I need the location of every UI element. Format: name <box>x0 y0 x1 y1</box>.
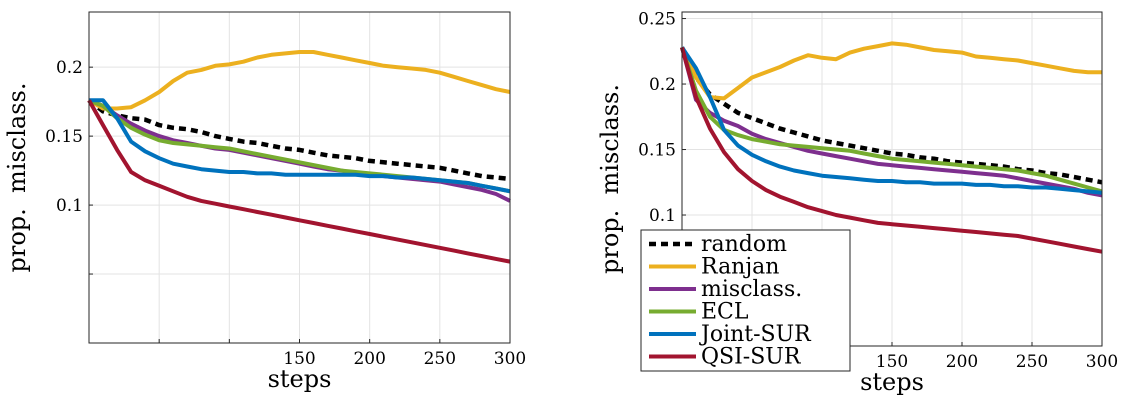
series-line-qsi-sur <box>87 99 511 264</box>
legend-label: ECL <box>701 300 749 325</box>
x-tick-label: 200 <box>353 349 385 369</box>
series-line-random <box>679 46 1103 185</box>
y-tick-label: 0.25 <box>638 10 676 30</box>
legend-label: Ranjan <box>701 255 779 280</box>
y-tick-label: 0.2 <box>649 75 676 95</box>
y-tick-label: 0.15 <box>45 127 83 147</box>
series-line-ranjan <box>87 50 511 111</box>
series-line-ranjan <box>680 41 1102 101</box>
x-tick-label: 150 <box>876 352 908 372</box>
legend-label: Joint-SUR <box>699 322 812 347</box>
series-line-ecl <box>680 46 1103 194</box>
chart-panel-2: 150 200 250 300 0.1 0.15 0.2 0.25 steps prop. mis… <box>596 10 1118 396</box>
x-tick-label: 250 <box>1016 352 1048 372</box>
series-line-random <box>87 98 511 182</box>
x-tick-label: 300 <box>494 349 526 369</box>
axes-frame <box>681 11 1103 347</box>
chart-panel-1: 150 200 250 300 0.1 0.15 0.2 steps prop. misclas… <box>3 11 526 393</box>
y-axis-label: prop. misclass. <box>3 83 31 273</box>
y-tick-label: 0.2 <box>56 58 83 78</box>
series-line-misclass- <box>680 46 1103 198</box>
legend-box <box>640 229 851 372</box>
x-tick-label: 150 <box>283 349 315 369</box>
x-tick-label: 250 <box>424 349 456 369</box>
legend-label: random <box>701 232 787 257</box>
y-tick-label: 0.1 <box>56 196 83 216</box>
y-tick-label: 0.1 <box>649 206 676 226</box>
x-axis-label: steps <box>860 368 924 396</box>
series-line-joint-sur <box>89 98 511 194</box>
series-line-qsi-sur <box>680 46 1103 254</box>
x-axis-label: steps <box>268 365 332 393</box>
legend-label: misclass. <box>701 277 802 302</box>
axes-frame <box>88 11 511 344</box>
y-axis-label: prop. misclass. <box>596 84 624 274</box>
x-tick-label: 300 <box>1086 352 1118 372</box>
x-tick-label: 200 <box>946 352 978 372</box>
legend-label: QSI-SUR <box>701 345 802 370</box>
y-tick-label: 0.15 <box>638 141 676 161</box>
series-line-joint-sur <box>680 46 1103 195</box>
